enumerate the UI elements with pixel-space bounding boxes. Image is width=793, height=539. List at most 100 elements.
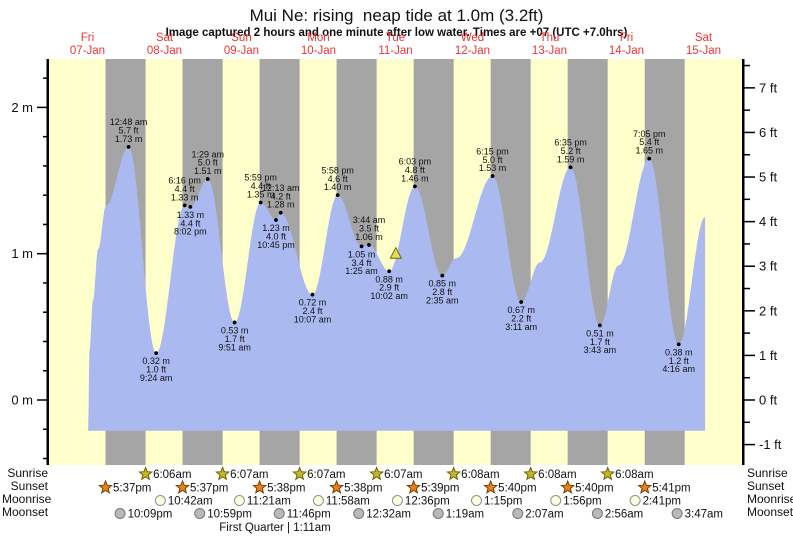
low-tide-label: 0.67 m <box>507 305 535 315</box>
moonset-row-label-left: Moonset <box>2 505 49 519</box>
tide-extreme-dot <box>647 156 652 161</box>
sunrise-icon <box>523 466 539 481</box>
low-tide-label: 0.72 m <box>299 298 327 308</box>
day-date-label: 08-Jan <box>147 45 182 57</box>
tide-extreme-dot <box>310 292 315 297</box>
day-date-label: 14-Jan <box>609 45 644 57</box>
moonrise-icon <box>391 495 403 506</box>
high-tide-label: 12:13 am <box>262 183 300 193</box>
day-name-label: Fri <box>620 32 633 44</box>
high-tide-label: 1.06 m <box>355 232 383 242</box>
sunset-icon <box>483 479 499 494</box>
moonrise-icon <box>550 495 562 506</box>
day-name-label: Fri <box>81 32 94 44</box>
moonset-icon <box>432 508 444 519</box>
day-date-label: 13-Jan <box>532 45 567 57</box>
tide-extreme-dot <box>568 165 573 170</box>
low-tide-label: 8:02 pm <box>174 227 207 237</box>
tide-extreme-dot <box>205 177 210 181</box>
high-tide-label: 1.53 m <box>479 163 507 173</box>
right-axis-label: 0 ft <box>759 393 777 408</box>
low-tide-label: 1.33 m <box>177 210 205 220</box>
low-tide-label: 4.0 ft <box>266 231 287 241</box>
low-tide-label: 0.85 m <box>429 279 457 289</box>
astro-time-label: 6:08am <box>615 469 653 481</box>
low-tide-label: 1.0 ft <box>146 365 167 375</box>
high-tide-label: 4.4 ft <box>251 181 272 191</box>
tide-extreme-dot <box>154 351 159 356</box>
astro-time-label: 6:07am <box>384 469 422 481</box>
astro-time-label: 5:37pm <box>113 483 151 495</box>
low-tide-label: 10:02 am <box>370 291 408 301</box>
page-title: Mui Ne: rising neap tide at 1.0m (3.2ft) <box>249 6 544 25</box>
astro-time-label: 12:32am <box>366 509 411 521</box>
right-axis-label: 1 ft <box>759 348 777 363</box>
high-tide-label: 1.33 m <box>171 192 199 202</box>
low-tide-label: 10:45 pm <box>257 240 295 250</box>
high-tide-label: 6:03 pm <box>399 157 432 167</box>
right-axis-label: 2 ft <box>759 303 777 318</box>
moonrise-icon <box>471 495 483 506</box>
sunset-icon <box>560 479 576 494</box>
low-tide-label: 3.4 ft <box>352 258 373 268</box>
low-tide-label: 10:07 am <box>294 314 332 324</box>
day-name-label: Sat <box>695 32 713 44</box>
tide-extreme-dot <box>413 184 417 189</box>
low-tide-label: 9:51 am <box>218 342 251 352</box>
now-marker-icon <box>389 246 403 259</box>
moonset-icon <box>512 508 524 519</box>
tide-extreme-dot <box>519 300 524 304</box>
astro-time-label: 5:40pm <box>575 483 613 495</box>
right-axis-label: -1 ft <box>759 437 782 452</box>
astro-time-label: 5:37pm <box>190 483 228 495</box>
high-tide-label: 6:35 pm <box>554 138 587 148</box>
tide-extreme-dot <box>126 145 131 149</box>
right-axis-line <box>742 59 745 465</box>
low-tide-label: 2.8 ft <box>432 287 453 297</box>
low-tide-label: 4.4 ft <box>180 218 201 228</box>
right-axis-label: 4 ft <box>759 214 777 229</box>
high-tide-label: 1:29 am <box>191 149 224 159</box>
tide-extreme-dot <box>676 342 681 347</box>
day-name-label: Sun <box>231 32 251 44</box>
astro-time-label: 12:36pm <box>405 496 450 508</box>
sunset-icon <box>174 479 190 494</box>
astro-time-label: 5:38pm <box>267 483 305 495</box>
day-name-label: Thu <box>540 32 560 44</box>
low-tide-label: 1.7 ft <box>590 337 611 347</box>
low-tide-label: 4:16 am <box>662 364 695 374</box>
high-tide-label: 4.4 ft <box>175 184 196 194</box>
moonrise-icon <box>233 495 245 506</box>
low-tide-label: 2.4 ft <box>302 306 323 316</box>
sunset-icon <box>329 479 345 494</box>
astro-time-label: 10:59pm <box>207 509 252 521</box>
tide-extreme-dot <box>490 174 495 179</box>
sunset-row-label-right: Sunset <box>747 479 785 493</box>
high-tide-label: 1.46 m <box>401 173 429 183</box>
day-date-label: 12-Jan <box>455 45 490 57</box>
day-name-label: Wed <box>461 32 484 44</box>
page-subtitle: Image captured 2 hours and one minute af… <box>165 27 628 39</box>
day-date-label: 07-Jan <box>70 45 105 57</box>
astro-time-label: 11:46pm <box>287 509 331 521</box>
astro-time-label: 10:09pm <box>128 509 173 521</box>
tide-extreme-dot <box>440 273 445 278</box>
astro-time-label: 1:19am <box>446 509 484 521</box>
sunrise-row-label-right: Sunrise <box>747 466 788 480</box>
high-tide-label: 12:48 am <box>110 117 148 127</box>
astro-time-label: 6:07am <box>230 469 268 481</box>
sunrise-row-label-left: Sunrise <box>7 466 48 480</box>
astro-time-label: 5:40pm <box>498 483 536 495</box>
high-tide-label: 5.0 ft <box>198 158 219 168</box>
day-date-label: 11-Jan <box>378 45 412 57</box>
moonset-icon <box>194 508 206 519</box>
moonset-icon <box>591 508 603 519</box>
sunset-icon <box>97 479 113 494</box>
moon-phase-label: First Quarter | 1:11am <box>219 522 330 534</box>
low-tide-label: 1:25 am <box>345 266 378 276</box>
low-tide-label: 0.53 m <box>221 325 249 335</box>
high-tide-label: 4.8 ft <box>405 165 426 175</box>
high-tide-label: 5.0 ft <box>483 155 504 165</box>
